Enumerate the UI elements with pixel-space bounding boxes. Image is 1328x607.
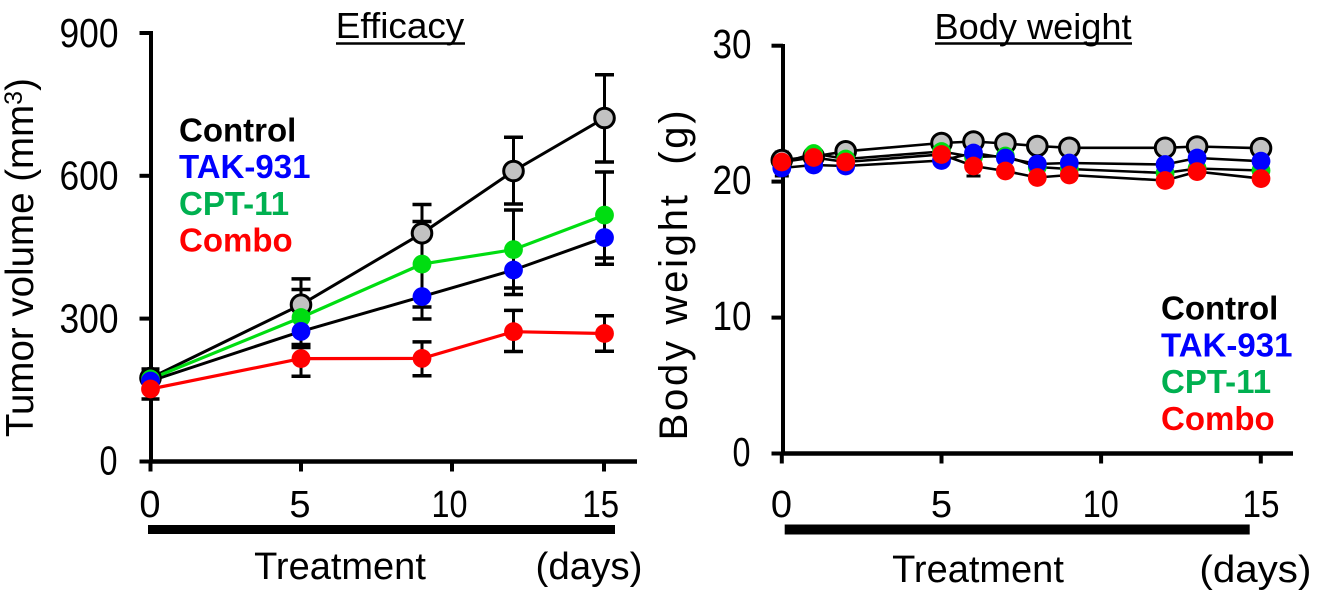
svg-text:Combo: Combo	[1161, 400, 1275, 437]
svg-text:Body weight: Body weight	[935, 6, 1132, 47]
svg-text:10: 10	[432, 484, 468, 526]
svg-text:TAK-931: TAK-931	[1161, 327, 1292, 364]
svg-text:0: 0	[100, 438, 118, 484]
svg-text:15: 15	[582, 484, 619, 526]
svg-text:Combo: Combo	[179, 222, 293, 259]
svg-text:5: 5	[931, 484, 952, 526]
svg-text:Treatment: Treatment	[254, 546, 426, 588]
svg-text:300: 300	[60, 295, 119, 341]
svg-text:CPT-11: CPT-11	[179, 185, 289, 222]
svg-text:Control: Control	[179, 112, 296, 149]
svg-text:Efficacy: Efficacy	[336, 5, 465, 46]
svg-text:10: 10	[713, 293, 752, 339]
svg-text:10: 10	[1083, 484, 1119, 526]
svg-text:TAK-931: TAK-931	[179, 148, 310, 185]
svg-text:600: 600	[60, 153, 119, 199]
svg-text:0: 0	[139, 484, 160, 526]
svg-text:20: 20	[713, 157, 752, 203]
svg-text:5: 5	[289, 484, 310, 526]
svg-text:30: 30	[713, 21, 752, 67]
svg-text:Tumor volume (mm3): Tumor volume (mm3)	[0, 78, 42, 437]
svg-text:(days): (days)	[1199, 549, 1311, 591]
svg-text:Body weight (g): Body weight (g)	[652, 110, 696, 440]
svg-text:900: 900	[60, 10, 119, 56]
svg-text:0: 0	[733, 429, 751, 475]
svg-text:0: 0	[771, 484, 792, 526]
svg-text:CPT-11: CPT-11	[1161, 363, 1271, 400]
svg-text:Treatment: Treatment	[892, 549, 1064, 591]
svg-text:Control: Control	[1161, 290, 1278, 327]
svg-text:(days): (days)	[536, 546, 643, 588]
svg-text:15: 15	[1243, 484, 1280, 526]
